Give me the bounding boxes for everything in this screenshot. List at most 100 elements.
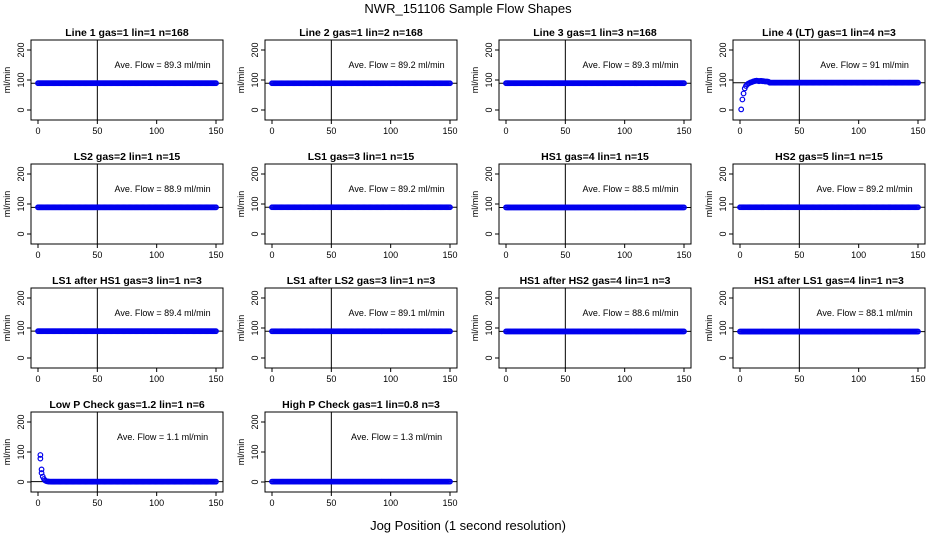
data-point — [681, 80, 687, 87]
chart-panel-2: Line 2 gas=1 lin=2 n=168 ml/min 0 100 200 0 50… — [236, 27, 458, 136]
y-tick-label: 100 — [16, 444, 26, 459]
y-axis-label: ml/min — [2, 191, 12, 218]
x-tick-label: 0 — [269, 126, 274, 136]
y-tick-label: 200 — [16, 290, 26, 305]
x-tick-label: 150 — [442, 250, 457, 260]
y-tick-label: 100 — [718, 320, 728, 335]
data-point — [447, 478, 453, 485]
panel-title: Line 3 gas=1 lin=3 n=168 — [533, 27, 657, 39]
y-axis-label: ml/min — [704, 67, 714, 94]
data-point — [447, 80, 453, 87]
x-tick-label: 0 — [35, 374, 40, 384]
chart-panel-4: Line 4 (LT) gas=1 lin=4 n=3 ml/min 0 100 200… — [704, 27, 926, 136]
data-points — [503, 204, 687, 211]
panel-title: Low P Check gas=1.2 lin=1 n=6 — [49, 399, 204, 411]
ave-flow-annotation: Ave. Flow = 88.9 ml/min — [115, 184, 211, 194]
x-tick-label: 50 — [794, 126, 804, 136]
plot-frame — [498, 163, 692, 245]
data-point — [681, 204, 687, 211]
data-points — [737, 204, 921, 211]
data-point — [213, 80, 219, 87]
x-tick-label: 50 — [92, 250, 102, 260]
chart-panel-13: Low P Check gas=1.2 lin=1 n=6 ml/min 0 100 2… — [2, 399, 224, 508]
data-point — [740, 90, 747, 97]
y-tick-label: 200 — [484, 166, 494, 181]
plot-frame — [30, 39, 224, 121]
chart-panel-5: LS2 gas=2 lin=1 n=15 ml/min 0 100 200 0 50 100 1… — [2, 151, 224, 260]
data-points — [737, 328, 921, 335]
y-tick-label: 100 — [250, 444, 260, 459]
x-tick-label: 100 — [149, 250, 164, 260]
y-tick-label: 0 — [250, 355, 260, 360]
y-tick-label: 100 — [250, 72, 260, 87]
y-axis-label: ml/min — [236, 67, 246, 94]
x-tick-label: 50 — [560, 374, 570, 384]
chart-panel-11: HS1 after HS2 gas=4 lin=1 n=3 ml/min 0 100 2… — [470, 275, 692, 384]
x-tick-label: 100 — [617, 374, 632, 384]
data-points — [269, 328, 453, 335]
y-tick-label: 0 — [16, 107, 26, 112]
chart-panel-6: LS1 gas=3 lin=1 n=15 ml/min 0 100 200 0 50 100 1… — [236, 151, 458, 260]
x-tick-label: 50 — [326, 126, 336, 136]
data-points — [269, 478, 453, 485]
panel-title: Line 1 gas=1 lin=1 n=168 — [65, 27, 189, 39]
x-tick-label: 50 — [326, 498, 336, 508]
y-tick-label: 0 — [484, 231, 494, 236]
ave-flow-annotation: Ave. Flow = 89.2 ml/min — [349, 60, 445, 70]
ave-flow-annotation: Ave. Flow = 88.1 ml/min — [817, 308, 913, 318]
y-tick-label: 200 — [250, 42, 260, 57]
y-tick-label: 100 — [484, 320, 494, 335]
x-tick-label: 100 — [851, 126, 866, 136]
x-axis-label: Jog Position (1 second resolution) — [370, 518, 566, 533]
x-tick-label: 0 — [269, 374, 274, 384]
y-axis-label: ml/min — [470, 315, 480, 342]
data-point — [37, 452, 44, 458]
x-tick-label: 0 — [269, 498, 274, 508]
y-tick-label: 200 — [250, 290, 260, 305]
x-tick-label: 0 — [35, 126, 40, 136]
data-points — [35, 204, 219, 211]
ave-flow-annotation: Ave. Flow = 91 ml/min — [820, 60, 909, 70]
y-axis-label: ml/min — [236, 439, 246, 466]
x-tick-label: 150 — [208, 250, 223, 260]
x-tick-label: 100 — [149, 374, 164, 384]
x-tick-label: 150 — [676, 126, 691, 136]
panel-title: LS1 gas=3 lin=1 n=15 — [308, 151, 415, 163]
y-tick-label: 100 — [484, 196, 494, 211]
y-tick-label: 200 — [250, 414, 260, 429]
y-tick-label: 100 — [16, 196, 26, 211]
x-tick-label: 150 — [442, 374, 457, 384]
x-tick-label: 0 — [503, 250, 508, 260]
y-axis-label: ml/min — [236, 315, 246, 342]
y-tick-label: 0 — [16, 479, 26, 484]
plot-frame — [732, 287, 926, 369]
x-tick-label: 100 — [383, 374, 398, 384]
y-tick-label: 200 — [718, 166, 728, 181]
x-tick-label: 0 — [35, 250, 40, 260]
data-points — [738, 77, 921, 113]
data-point — [213, 478, 219, 485]
x-tick-label: 0 — [269, 250, 274, 260]
x-tick-label: 150 — [910, 126, 925, 136]
chart-panel-8: HS2 gas=5 lin=1 n=15 ml/min 0 100 200 0 50 100 1… — [704, 151, 926, 260]
ave-flow-annotation: Ave. Flow = 1.3 ml/min — [351, 432, 442, 442]
chart-panel-14: High P Check gas=1 lin=0.8 n=3 ml/min 0 100… — [236, 399, 458, 508]
plot-frame — [732, 163, 926, 245]
y-tick-label: 0 — [250, 107, 260, 112]
y-tick-label: 200 — [718, 42, 728, 57]
data-point — [738, 106, 745, 113]
y-tick-label: 100 — [250, 320, 260, 335]
y-tick-label: 100 — [718, 196, 728, 211]
chart-panel-10: LS1 after LS2 gas=3 lin=1 n=3 ml/min 0 100 2… — [236, 275, 458, 384]
panel-title: HS1 gas=4 lin=1 n=15 — [541, 151, 649, 163]
ave-flow-annotation: Ave. Flow = 89.2 ml/min — [817, 184, 913, 194]
x-tick-label: 50 — [92, 498, 102, 508]
panel-title: HS1 after HS2 gas=4 lin=1 n=3 — [520, 275, 671, 287]
ave-flow-annotation: Ave. Flow = 89.1 ml/min — [349, 308, 445, 318]
data-point — [38, 466, 45, 473]
x-tick-label: 0 — [737, 126, 742, 136]
x-tick-label: 50 — [326, 250, 336, 260]
x-tick-label: 50 — [92, 374, 102, 384]
plot-frame — [498, 287, 692, 369]
x-tick-label: 100 — [149, 126, 164, 136]
